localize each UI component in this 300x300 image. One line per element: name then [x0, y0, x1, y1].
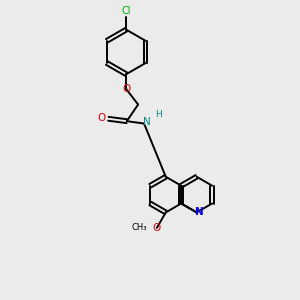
Text: N: N	[142, 117, 150, 128]
Text: N: N	[195, 207, 204, 218]
Text: O: O	[122, 84, 130, 94]
Text: O: O	[98, 112, 106, 123]
Text: CH₃: CH₃	[132, 224, 147, 232]
Text: Cl: Cl	[122, 6, 131, 16]
Text: H: H	[155, 110, 162, 119]
Text: O: O	[153, 223, 161, 233]
